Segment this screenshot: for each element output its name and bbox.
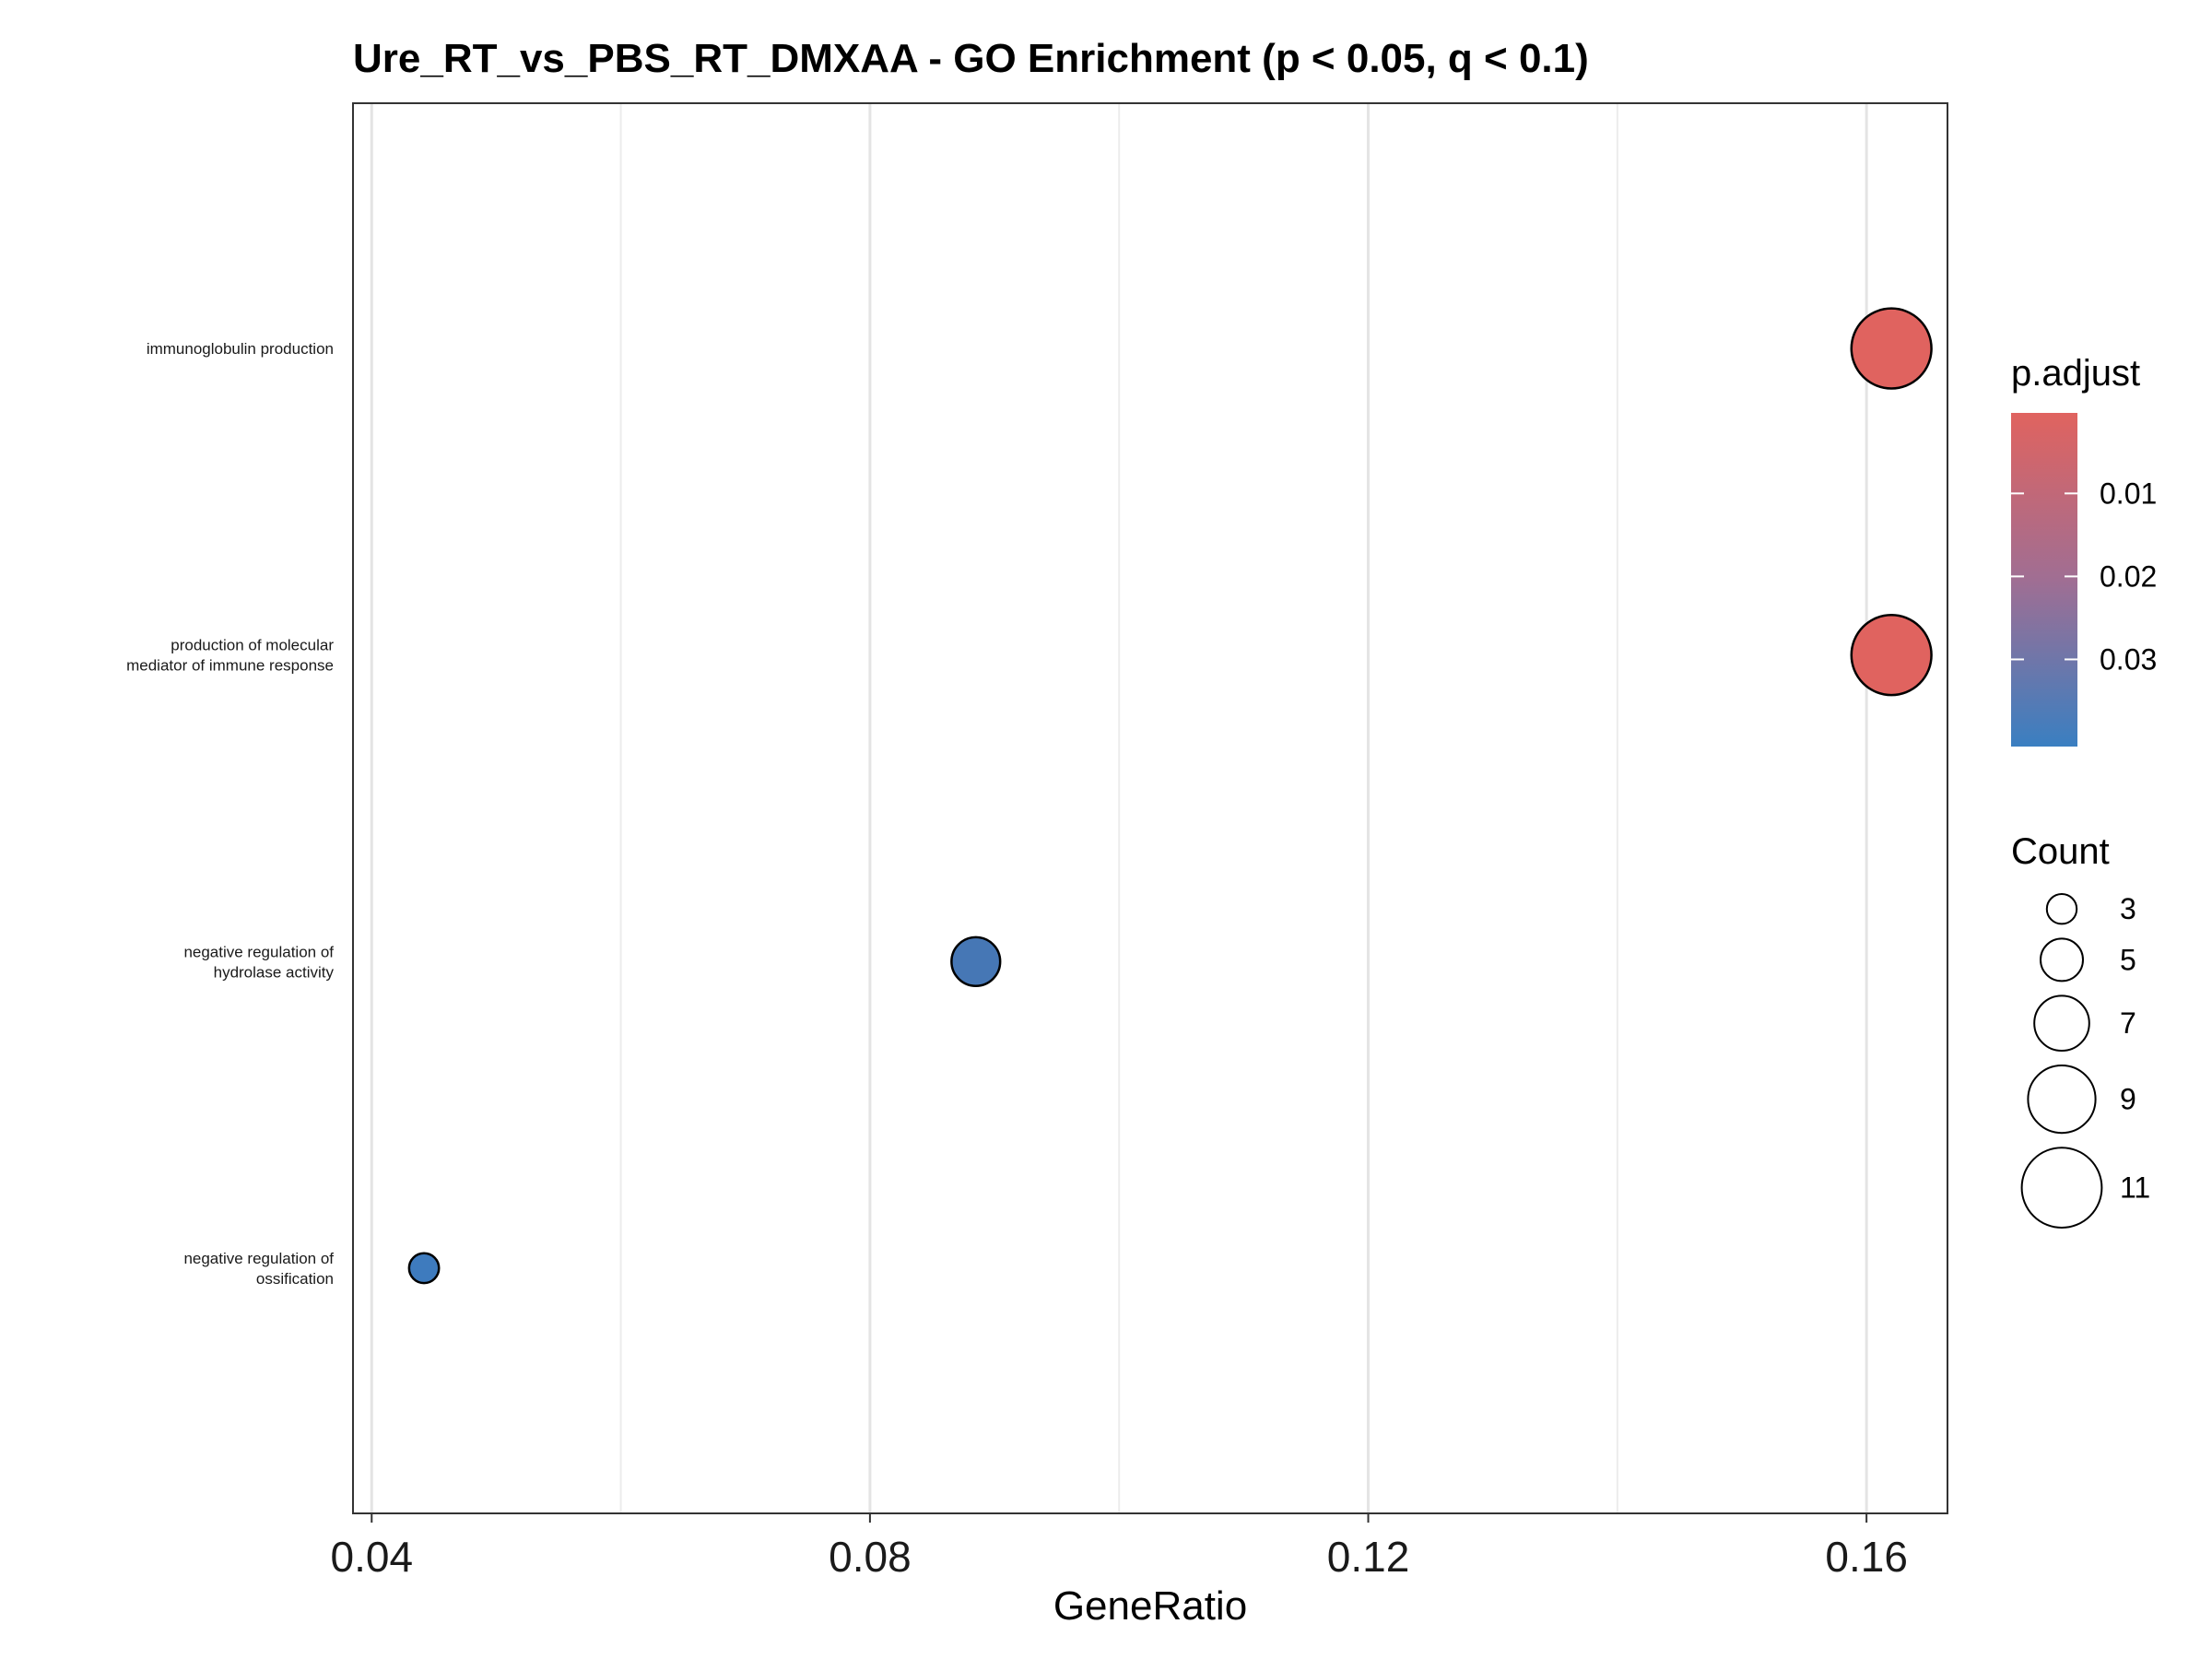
color-legend-tick-label: 0.01 bbox=[2100, 477, 2157, 510]
size-legend-label: 3 bbox=[2120, 892, 2136, 925]
color-legend-bar bbox=[2011, 413, 2077, 747]
x-axis-ticks: 0.04 0.08 0.12 0.16 bbox=[331, 1513, 1908, 1581]
x-tick-label: 0.16 bbox=[1825, 1533, 1908, 1581]
x-tick-label: 0.08 bbox=[829, 1533, 912, 1581]
y-term-label: production of molecular mediator of immun… bbox=[126, 637, 334, 675]
size-legend: 3 5 7 9 11 bbox=[2020, 892, 2150, 1229]
plot-panel-border bbox=[352, 102, 1948, 1514]
y-axis-term-labels: immunoglobulin production production of m… bbox=[126, 340, 334, 1288]
size-legend-key bbox=[2027, 1065, 2097, 1135]
data-point bbox=[407, 1252, 441, 1285]
y-term-label: negative regulation of ossification bbox=[183, 1250, 334, 1288]
size-legend-label: 11 bbox=[2120, 1171, 2150, 1205]
data-points bbox=[407, 307, 1933, 1285]
x-axis-label: GeneRatio bbox=[1053, 1583, 1247, 1629]
data-point bbox=[1850, 614, 1933, 697]
size-legend-label: 9 bbox=[2120, 1083, 2136, 1116]
size-legend-label: 5 bbox=[2120, 943, 2136, 976]
color-legend-tick-label: 0.02 bbox=[2100, 559, 2157, 593]
y-term-label: immunoglobulin production bbox=[147, 340, 334, 358]
size-legend-key bbox=[2020, 1147, 2103, 1229]
plot-panel-background bbox=[353, 103, 1947, 1513]
x-tick-label: 0.04 bbox=[331, 1533, 414, 1581]
color-legend-tick-label: 0.03 bbox=[2100, 642, 2157, 676]
y-term-label: negative regulation of hydrolase activity bbox=[183, 943, 334, 981]
color-legend-ticks: 0.01 0.02 0.03 bbox=[2011, 477, 2157, 676]
x-tick-label: 0.12 bbox=[1327, 1533, 1410, 1581]
color-legend-title: p.adjust bbox=[2011, 353, 2140, 394]
size-legend-key bbox=[2033, 994, 2090, 1052]
size-legend-key bbox=[2040, 937, 2084, 982]
chart-title: Ure_RT_vs_PBS_RT_DMXAA - GO Enrichment (… bbox=[353, 36, 1589, 81]
size-legend-key bbox=[2045, 893, 2078, 925]
data-point bbox=[1850, 307, 1933, 390]
size-legend-title: Count bbox=[2011, 831, 2110, 872]
size-legend-label: 7 bbox=[2120, 1006, 2136, 1040]
data-point bbox=[950, 935, 1002, 987]
